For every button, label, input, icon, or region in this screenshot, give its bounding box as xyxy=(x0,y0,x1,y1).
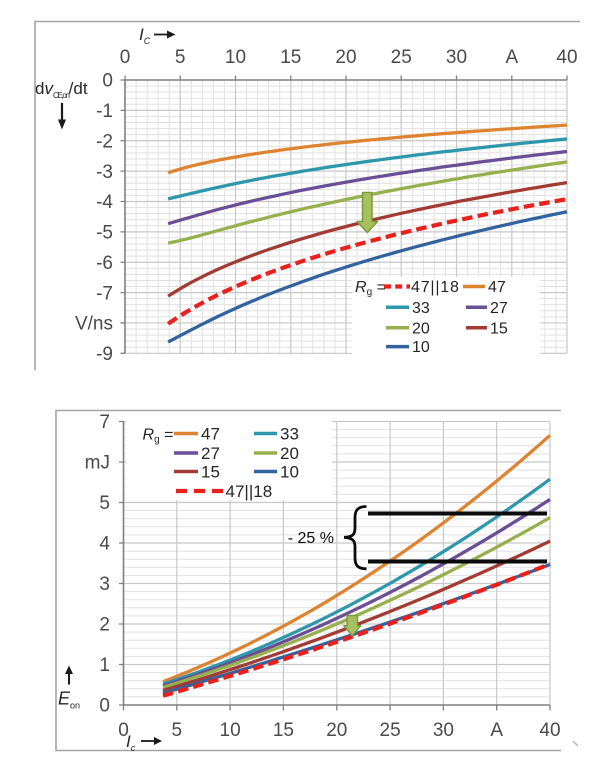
svg-text:mJ: mJ xyxy=(85,453,110,474)
svg-text:IC: IC xyxy=(139,25,151,46)
svg-text:Rg =: Rg = xyxy=(143,427,174,446)
svg-text:1: 1 xyxy=(99,655,110,676)
svg-text:20: 20 xyxy=(412,320,430,337)
svg-text:Ic: Ic xyxy=(126,732,136,753)
svg-text:5: 5 xyxy=(175,47,186,68)
svg-text:V/ns: V/ns xyxy=(75,314,113,335)
svg-text:47: 47 xyxy=(201,425,220,444)
svg-text:25: 25 xyxy=(380,720,401,741)
svg-text:20: 20 xyxy=(280,444,299,463)
svg-text:27: 27 xyxy=(201,444,220,463)
svg-text:4: 4 xyxy=(99,534,110,555)
svg-text:0: 0 xyxy=(99,696,110,717)
svg-text:25: 25 xyxy=(391,47,412,68)
svg-text:5: 5 xyxy=(172,720,183,741)
svg-text:0: 0 xyxy=(102,71,113,92)
svg-text:-9: -9 xyxy=(96,344,113,365)
svg-text:7: 7 xyxy=(99,412,110,433)
svg-text:40: 40 xyxy=(539,720,560,741)
svg-text:15: 15 xyxy=(273,720,294,741)
svg-text:3: 3 xyxy=(99,574,110,595)
svg-text:5: 5 xyxy=(99,493,110,514)
svg-text:10: 10 xyxy=(225,47,246,68)
svg-text:-1: -1 xyxy=(96,101,113,122)
svg-text:33: 33 xyxy=(280,425,299,444)
svg-text:-2: -2 xyxy=(96,131,113,152)
svg-text:-3: -3 xyxy=(96,162,113,183)
svg-text:-5: -5 xyxy=(96,223,113,244)
svg-text:20: 20 xyxy=(335,47,356,68)
svg-text:10: 10 xyxy=(280,463,299,482)
svg-text:15: 15 xyxy=(280,47,301,68)
svg-text:30: 30 xyxy=(433,720,454,741)
svg-text:40: 40 xyxy=(556,47,577,68)
svg-text:- 25 %: - 25 % xyxy=(288,530,334,547)
svg-text:10: 10 xyxy=(412,339,430,356)
svg-text:A: A xyxy=(505,47,518,68)
svg-text:-4: -4 xyxy=(96,192,113,213)
svg-text:47: 47 xyxy=(488,279,506,296)
svg-text:15: 15 xyxy=(490,320,508,337)
svg-text:-7: -7 xyxy=(96,283,113,304)
svg-text:10: 10 xyxy=(220,720,241,741)
svg-text:2: 2 xyxy=(99,615,110,636)
svg-text:Rg =: Rg = xyxy=(355,279,386,298)
svg-text:47||18: 47||18 xyxy=(411,279,460,296)
svg-text:33: 33 xyxy=(412,300,430,317)
svg-text:0: 0 xyxy=(120,47,131,68)
svg-text:47||18: 47||18 xyxy=(226,482,273,501)
svg-text:27: 27 xyxy=(490,300,508,317)
svg-text:A: A xyxy=(490,720,503,741)
svg-text:15: 15 xyxy=(201,463,220,482)
svg-text:20: 20 xyxy=(326,720,347,741)
svg-text:-6: -6 xyxy=(96,253,113,274)
svg-text:30: 30 xyxy=(446,47,467,68)
svg-text:0: 0 xyxy=(118,720,129,741)
